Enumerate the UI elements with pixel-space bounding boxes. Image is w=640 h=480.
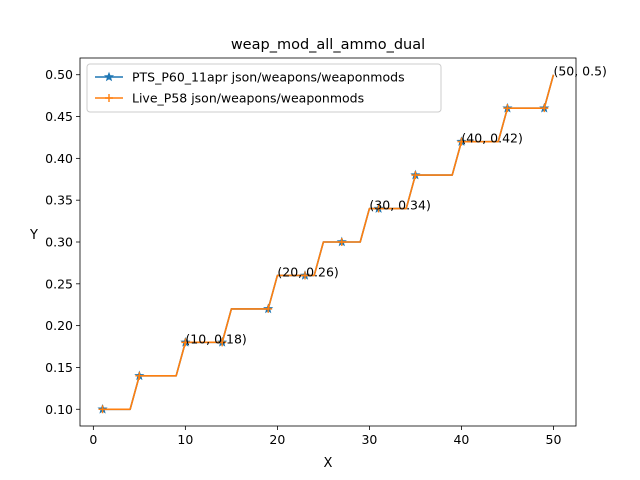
y-tick-label: 0.35 (45, 193, 73, 208)
data-annotation: (40, 0.42) (461, 131, 522, 146)
y-tick-label: 0.15 (45, 360, 73, 375)
series-line-2 (102, 74, 555, 411)
data-annotation: (20, 0.26) (277, 264, 338, 279)
series-2-point (264, 304, 273, 313)
y-tick-label: 0.50 (45, 67, 73, 82)
series-2-point (457, 137, 466, 146)
y-tick-label: 0.45 (45, 109, 73, 124)
legend-label-1: PTS_P60_11apr json/weapons/weaponmods (132, 70, 405, 85)
series-2-point (374, 204, 383, 213)
series-2-point (503, 104, 512, 113)
legend-marker-1 (103, 71, 115, 82)
series-2-point (181, 338, 190, 347)
x-tick-label: 10 (177, 432, 193, 447)
chart-title: weap_mod_all_ammo_dual (231, 37, 425, 53)
series-2-point (411, 171, 420, 180)
y-tick-label: 0.40 (45, 151, 73, 166)
x-tick-label: 20 (269, 432, 285, 447)
y-tick-label: 0.25 (45, 276, 73, 291)
y-tick-label: 0.10 (45, 402, 73, 417)
data-annotation: (10, 0.18) (185, 331, 246, 346)
x-tick-label: 30 (361, 432, 377, 447)
series-2-point (300, 271, 309, 280)
x-axis-label: X (324, 456, 333, 471)
legend-box (86, 63, 442, 113)
series-2-point (135, 371, 144, 380)
y-tick-label: 0.20 (45, 318, 73, 333)
series-2-point (98, 405, 107, 414)
data-annotation: (50, 0.5) (553, 64, 607, 79)
series-2-point (540, 104, 549, 113)
legend: PTS_P60_11apr json/weapons/weaponmods Liv… (86, 63, 442, 113)
legend-marker-2 (105, 94, 113, 102)
y-axis-label: Y (29, 228, 38, 243)
series-2-point (337, 238, 346, 246)
series-2-point (218, 338, 227, 347)
legend-label-2: Live_P58 json/weapons/weaponmods (132, 91, 364, 106)
x-tick-label: 50 (546, 432, 562, 447)
y-tick-label: 0.30 (45, 235, 73, 250)
x-tick-label: 40 (453, 432, 469, 447)
plot-area: (10, 0.18) (20, 0.26) (30, 0.34) (40, 0.42)… (45, 57, 607, 447)
x-tick-label: 0 (89, 432, 97, 447)
data-annotation: (30, 0.34) (369, 198, 430, 213)
